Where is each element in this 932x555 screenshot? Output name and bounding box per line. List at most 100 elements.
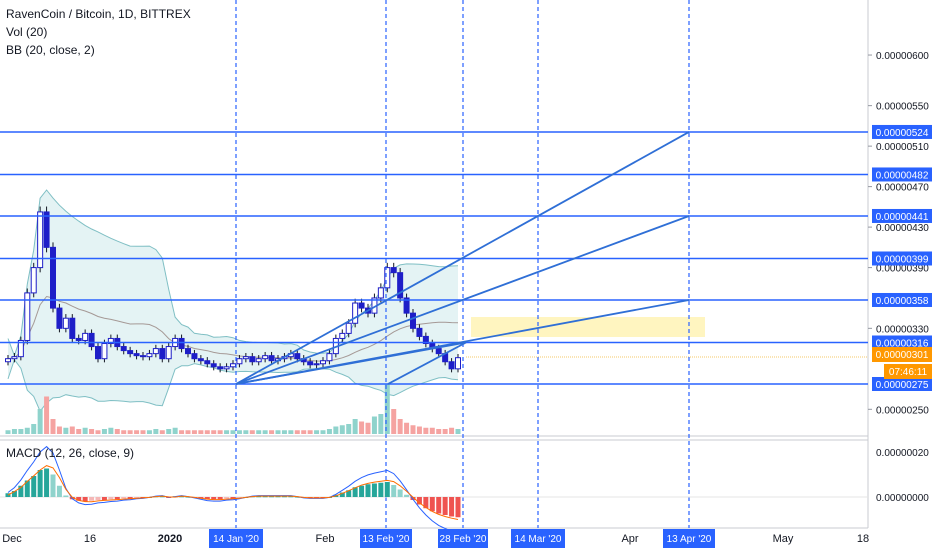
macd-hist-bar — [429, 497, 435, 512]
volume-bar — [179, 430, 185, 434]
level-tag-label: 0.00000399 — [876, 254, 929, 265]
macd-hist-bar — [449, 497, 455, 517]
volume-bar — [410, 425, 416, 434]
volume-bar — [185, 430, 191, 434]
time-tick-label: 18 — [857, 533, 869, 545]
level-tag-label: 0.00000275 — [876, 380, 929, 391]
macd-hist-bar — [288, 496, 294, 498]
volume-bar — [281, 430, 287, 434]
candle-body — [307, 361, 314, 366]
macd-hist-bar — [442, 497, 448, 515]
candle-body — [217, 366, 224, 370]
level-labels: 0.00000524 0.00000482 0.00000441 0.00000399… — [872, 124, 932, 391]
fan-line[interactable] — [235, 131, 690, 385]
candle-body — [159, 348, 166, 360]
date-badge[interactable] — [511, 529, 565, 548]
price-tick-label: 0.00000550 — [876, 102, 929, 113]
fan-line[interactable] — [235, 215, 690, 385]
volume-bar — [82, 427, 88, 434]
volume-bar — [416, 426, 422, 434]
macd-axis: 0.00000020 0.00000000 — [876, 448, 929, 504]
macd-hist-bar — [44, 468, 50, 497]
candle-body — [101, 343, 108, 360]
volume-bar — [333, 426, 339, 434]
time-tick-label: Apr — [621, 533, 638, 545]
volume-bar — [236, 430, 242, 434]
volume-bar — [11, 429, 17, 434]
macd-hist-bar — [204, 497, 210, 500]
candle-body — [185, 348, 191, 355]
fan-line[interactable] — [235, 341, 467, 385]
macd-hist-bar — [455, 497, 461, 518]
volume-bar — [69, 426, 75, 434]
volume-bar — [198, 430, 204, 434]
volume-bar — [391, 409, 397, 434]
candle-body — [390, 267, 397, 274]
price-tick-label: 0.00000470 — [876, 183, 929, 194]
macd-hist-bar — [262, 496, 268, 498]
candle-body — [152, 348, 159, 355]
macd-hist-bar — [31, 476, 37, 497]
volume-legend[interactable]: Vol (20) — [6, 25, 48, 39]
candle-body — [313, 363, 320, 366]
fan-line[interactable] — [387, 341, 467, 385]
level-tag — [872, 377, 932, 391]
candles — [5, 206, 461, 373]
volume-bar — [352, 419, 358, 434]
macd-hist-bar — [391, 485, 397, 497]
macd-hist-bar — [95, 497, 101, 500]
volume-bar — [114, 429, 120, 434]
level-tag — [872, 292, 932, 307]
macd-hist-bar — [37, 470, 43, 497]
macd-hist-bar — [5, 493, 11, 497]
date-badge[interactable] — [438, 529, 488, 548]
candle-body — [56, 307, 63, 329]
candle-body — [24, 292, 31, 341]
price-tick-label: 0.00000600 — [876, 51, 929, 62]
date-badge[interactable] — [209, 529, 263, 548]
volume-bar — [230, 430, 236, 434]
level-tag-label: 0.00000524 — [876, 128, 929, 139]
candle-body — [326, 353, 333, 362]
candle-body — [410, 312, 416, 329]
macd-tick-label: 0.00000020 — [876, 448, 929, 459]
volume-bar — [326, 429, 332, 434]
macd-hist-bar — [18, 485, 24, 497]
bb-legend[interactable]: BB (20, close, 2) — [6, 43, 95, 57]
level-tag-label: 0.00000482 — [876, 170, 929, 181]
symbol-title[interactable]: RavenCoin / Bitcoin, 1D, BITTREX — [6, 7, 191, 21]
level-tag-label: 0.00000358 — [876, 296, 929, 307]
macd-hist-bar — [134, 497, 140, 498]
volume-bar — [378, 414, 384, 434]
volume-bar — [18, 429, 24, 434]
macd-line — [7, 445, 459, 534]
candle-body — [416, 327, 423, 337]
macd-hist-bar — [346, 490, 352, 497]
last-price-text: 0.00000301 — [876, 350, 929, 361]
candle-body — [455, 357, 461, 370]
volume-bar — [95, 430, 101, 434]
level-tag-label: 0.00000316 — [876, 339, 929, 350]
candle-body — [17, 339, 24, 358]
macd-hist-bar — [339, 492, 345, 497]
volume-bar — [294, 430, 300, 434]
gann-fan — [235, 131, 690, 385]
date-badge[interactable] — [360, 529, 412, 548]
macd-hist-bar — [82, 497, 88, 502]
level-tag-label: 0.00000441 — [876, 212, 929, 223]
candle-body — [268, 355, 275, 362]
macd-legend[interactable]: MACD (12, 26, close, 9) — [6, 446, 135, 460]
volume-bar — [140, 430, 146, 434]
horizontal-levels — [0, 131, 868, 385]
volume-bar — [44, 396, 50, 434]
candle-body — [403, 297, 410, 314]
volume-bar — [24, 427, 30, 434]
date-markers — [235, 0, 690, 528]
level-tag — [872, 167, 932, 182]
candle-body — [146, 353, 153, 358]
candle-body — [397, 272, 404, 299]
volume-bar — [423, 427, 429, 434]
date-badge[interactable] — [663, 529, 715, 548]
